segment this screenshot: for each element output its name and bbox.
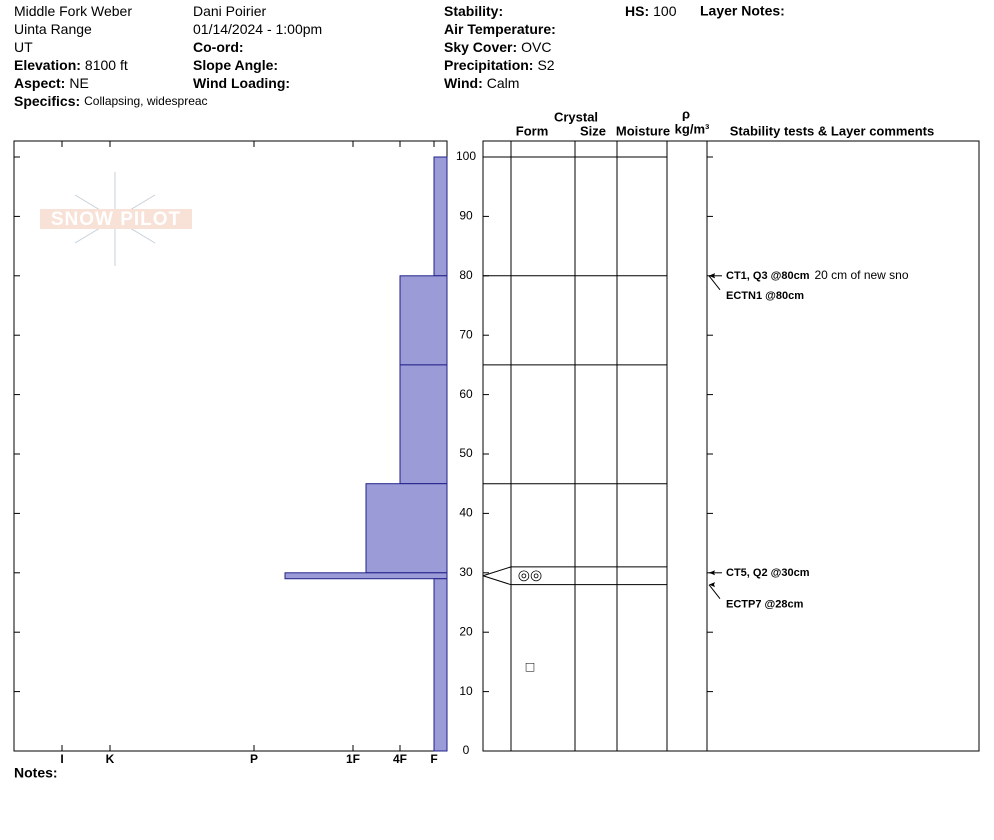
header-field: Stability: — [444, 3, 503, 19]
header-field: Elevation: 8100 ft — [14, 57, 128, 73]
column-header: Stability tests & Layer comments — [730, 123, 934, 138]
y-tick-label: 50 — [459, 446, 473, 460]
logo-band — [40, 209, 192, 229]
logo-text: SNOW PILOT — [51, 209, 181, 230]
field-label: Aspect: — [14, 75, 65, 91]
y-tick-label: 60 — [459, 387, 473, 401]
header-field: Uinta Range — [14, 21, 92, 37]
y-tick-label: 20 — [459, 624, 473, 638]
y-tick-label: 70 — [459, 327, 473, 341]
field-label: Slope Angle: — [193, 57, 278, 73]
header-field: UT — [14, 39, 33, 55]
field-label: Sky Cover: — [444, 39, 517, 55]
field-value: S2 — [537, 57, 554, 73]
hardness-bar — [399, 364, 448, 485]
y-tick-label: 10 — [459, 684, 473, 698]
column-header: Form — [516, 123, 549, 138]
field-value: 01/14/2024 - 1:00pm — [193, 21, 322, 37]
column-header: Size — [580, 123, 606, 138]
hardness-bar — [433, 578, 448, 752]
test-label: CT1, Q3 @80cm 20 cm of new sno — [726, 268, 909, 282]
field-value: Calm — [487, 75, 520, 91]
field-label: Precipitation: — [444, 57, 533, 73]
header-field: Wind: Calm — [444, 75, 519, 91]
header-field: Dani Poirier — [193, 3, 266, 19]
stratum-connector — [482, 575, 512, 586]
crystal-form: ◎◎ — [518, 566, 542, 582]
y-tick-label: 30 — [459, 565, 473, 579]
crystal-form: □ — [526, 659, 535, 675]
header-field: Middle Fork Weber — [14, 3, 132, 19]
test-label: ECTP7 @28cm — [726, 599, 804, 611]
field-label: Stability: — [444, 3, 503, 19]
header-field: Precipitation: S2 — [444, 57, 555, 73]
hardness-bar — [284, 572, 448, 580]
test-label: CT5, Q2 @30cm — [726, 567, 810, 579]
y-tick-label: 40 — [459, 506, 473, 520]
test-arrowhead — [709, 582, 715, 588]
field-label: Air Temperature: — [444, 21, 556, 37]
test-arrowhead — [709, 570, 715, 576]
layer-comment: 20 cm of new sno — [814, 268, 908, 282]
test-result: ECTN1 @80cm — [726, 290, 804, 302]
test-arrow — [708, 275, 721, 291]
y-tick-label: 90 — [459, 209, 473, 223]
field-value: 100 — [653, 3, 677, 19]
field-label: Co-ord: — [193, 39, 244, 55]
test-result: CT1, Q3 @80cm — [726, 270, 810, 282]
field-value: Dani Poirier — [193, 3, 266, 19]
x-tick-label: I — [60, 752, 63, 766]
test-result: CT5, Q2 @30cm — [726, 567, 810, 579]
layer-notes-label: Layer Notes: — [700, 3, 785, 19]
column-header: Crystal — [554, 109, 598, 124]
y-tick-label: 100 — [456, 149, 476, 163]
x-tick-label: F — [430, 752, 437, 766]
hardness-bar — [433, 156, 448, 277]
logo: SNOW PILOT — [40, 172, 192, 266]
field-value: 8100 ft — [85, 57, 128, 73]
field-label: Specifics: — [14, 93, 80, 109]
field-value: Collapsing, widespreac — [84, 94, 207, 108]
field-label: Wind: — [444, 75, 483, 91]
test-result: ECTP7 @28cm — [726, 599, 804, 611]
hardness-bar — [365, 483, 448, 574]
test-label: ECTN1 @80cm — [726, 290, 804, 302]
x-tick-label: 4F — [393, 752, 407, 766]
header-field: Co-ord: — [193, 39, 244, 55]
header-field: 01/14/2024 - 1:00pm — [193, 21, 322, 37]
field-label: Elevation: — [14, 57, 81, 73]
column-header: ρ — [682, 106, 690, 121]
header-field: HS: 100 — [625, 3, 677, 19]
header-field: Sky Cover: OVC — [444, 39, 552, 55]
x-tick-label: 1F — [346, 752, 360, 766]
hardness-bar — [399, 275, 448, 366]
field-label: Wind Loading: — [193, 75, 290, 91]
field-value: Middle Fork Weber — [14, 3, 132, 19]
stratum-connector — [482, 566, 512, 577]
field-label: HS: — [625, 3, 649, 19]
header-field: Air Temperature: — [444, 21, 556, 37]
notes-label: Notes: — [14, 765, 58, 781]
test-arrowhead — [709, 273, 715, 279]
header-field: Aspect: NE — [14, 75, 89, 91]
table-frame — [482, 140, 980, 752]
x-tick-label: K — [106, 752, 115, 766]
column-header: kg/m³ — [675, 121, 710, 136]
field-value: UT — [14, 39, 33, 55]
y-tick-label: 80 — [459, 268, 473, 282]
field-value: OVC — [521, 39, 551, 55]
header-field: Wind Loading: — [193, 75, 290, 91]
field-value: NE — [69, 75, 88, 91]
x-tick-label: P — [250, 752, 258, 766]
column-header: Moisture — [616, 123, 670, 138]
field-value: Uinta Range — [14, 21, 92, 37]
y-tick-label: 0 — [463, 743, 470, 757]
test-arrow — [708, 584, 721, 599]
header-field: Slope Angle: — [193, 57, 278, 73]
hardness-frame — [13, 140, 448, 752]
header-field: Specifics: Collapsing, widespreac — [14, 93, 208, 109]
